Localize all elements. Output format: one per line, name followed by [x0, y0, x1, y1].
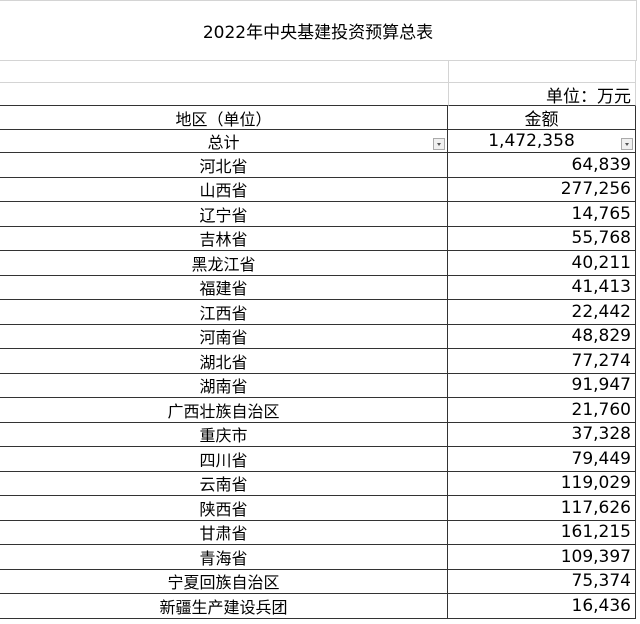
region-cell[interactable]: 青海省 — [0, 545, 448, 570]
unit-label-cell[interactable]: 单位：万元 — [448, 83, 636, 107]
region-cell[interactable]: 河南省 — [0, 324, 448, 349]
amount-cell[interactable]: 48,829 — [448, 324, 636, 349]
amount-cell[interactable]: 22,442 — [448, 300, 636, 325]
table-row: 甘肃省 161,215 — [0, 520, 636, 545]
region-cell[interactable]: 广西壮族自治区 — [0, 398, 448, 423]
filter-dropdown-icon[interactable] — [621, 138, 633, 150]
header-row: 地区（单位） 金额 — [0, 106, 636, 130]
region-cell[interactable]: 宁夏回族自治区 — [0, 569, 448, 594]
amount-cell[interactable]: 109,397 — [448, 545, 636, 570]
blank-cell[interactable] — [0, 83, 448, 106]
total-value: 1,472,358 — [488, 131, 575, 151]
region-cell[interactable]: 山西省 — [0, 177, 448, 202]
amount-cell[interactable]: 40,211 — [448, 251, 636, 276]
amount-cell[interactable]: 277,256 — [448, 177, 636, 202]
table-row: 湖北省 77,274 — [0, 349, 636, 374]
table-row: 黑龙江省 40,211 — [0, 251, 636, 276]
region-cell[interactable]: 辽宁省 — [0, 202, 448, 227]
amount-cell[interactable]: 91,947 — [448, 373, 636, 398]
filter-dropdown-icon[interactable] — [433, 138, 445, 150]
table-row: 江西省 22,442 — [0, 300, 636, 325]
amount-cell[interactable]: 79,449 — [448, 447, 636, 472]
table-row: 新疆生产建设兵团 16,436 — [0, 594, 636, 619]
region-cell[interactable]: 新疆生产建设兵团 — [0, 594, 448, 619]
region-cell[interactable]: 重庆市 — [0, 422, 448, 447]
table-row: 河北省 64,839 — [0, 153, 636, 178]
region-cell[interactable]: 黑龙江省 — [0, 251, 448, 276]
amount-cell[interactable]: 77,274 — [448, 349, 636, 374]
region-cell[interactable]: 吉林省 — [0, 226, 448, 251]
region-cell[interactable]: 湖北省 — [0, 349, 448, 374]
table-row: 云南省 119,029 — [0, 471, 636, 496]
region-cell[interactable]: 陕西省 — [0, 496, 448, 521]
table-row: 福建省 41,413 — [0, 275, 636, 300]
total-label-cell[interactable]: 总计 — [0, 130, 448, 153]
amount-cell[interactable]: 21,760 — [448, 398, 636, 423]
table-row: 山西省 277,256 — [0, 177, 636, 202]
region-cell[interactable]: 福建省 — [0, 275, 448, 300]
blank-cell[interactable] — [448, 60, 636, 83]
amount-cell[interactable]: 14,765 — [448, 202, 636, 227]
region-cell[interactable]: 四川省 — [0, 447, 448, 472]
region-cell[interactable]: 甘肃省 — [0, 520, 448, 545]
sheet-title-cell[interactable]: 2022年中央基建投资预算总表 — [0, 0, 637, 61]
region-cell[interactable]: 江西省 — [0, 300, 448, 325]
region-header-cell[interactable]: 地区（单位） — [0, 106, 448, 130]
blank-cell[interactable] — [0, 60, 448, 83]
region-cell[interactable]: 湖南省 — [0, 373, 448, 398]
table-row: 湖南省 91,947 — [0, 373, 636, 398]
grid-top-edge — [0, 0, 636, 1]
total-label: 总计 — [207, 133, 240, 152]
region-cell[interactable]: 河北省 — [0, 153, 448, 178]
table-row: 吉林省 55,768 — [0, 226, 636, 251]
total-value-cell[interactable]: 1,472,358 — [448, 130, 636, 153]
table-row: 青海省 109,397 — [0, 545, 636, 570]
amount-header-cell[interactable]: 金额 — [448, 106, 636, 130]
table-row: 重庆市 37,328 — [0, 422, 636, 447]
table-row: 广西壮族自治区 21,760 — [0, 398, 636, 423]
table-row: 河南省 48,829 — [0, 324, 636, 349]
amount-cell[interactable]: 64,839 — [448, 153, 636, 178]
amount-cell[interactable]: 55,768 — [448, 226, 636, 251]
table-row: 辽宁省 14,765 — [0, 202, 636, 227]
amount-cell[interactable]: 117,626 — [448, 496, 636, 521]
amount-cell[interactable]: 75,374 — [448, 569, 636, 594]
unit-row: 单位：万元 — [0, 83, 636, 107]
amount-cell[interactable]: 161,215 — [448, 520, 636, 545]
amount-cell[interactable]: 37,328 — [448, 422, 636, 447]
table-row: 陕西省 117,626 — [0, 496, 636, 521]
table-row: 宁夏回族自治区 75,374 — [0, 569, 636, 594]
amount-cell[interactable]: 16,436 — [448, 594, 636, 619]
amount-cell[interactable]: 119,029 — [448, 471, 636, 496]
region-cell[interactable]: 云南省 — [0, 471, 448, 496]
total-row: 总计 1,472,358 — [0, 130, 636, 153]
table-row: 四川省 79,449 — [0, 447, 636, 472]
amount-cell[interactable]: 41,413 — [448, 275, 636, 300]
blank-row — [0, 60, 636, 83]
